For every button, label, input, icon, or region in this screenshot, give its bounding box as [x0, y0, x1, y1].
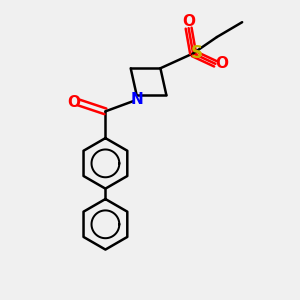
Text: S: S — [191, 44, 203, 62]
Text: O: O — [182, 14, 195, 29]
Text: O: O — [67, 95, 80, 110]
Text: O: O — [215, 56, 228, 71]
Text: N: N — [131, 92, 144, 107]
